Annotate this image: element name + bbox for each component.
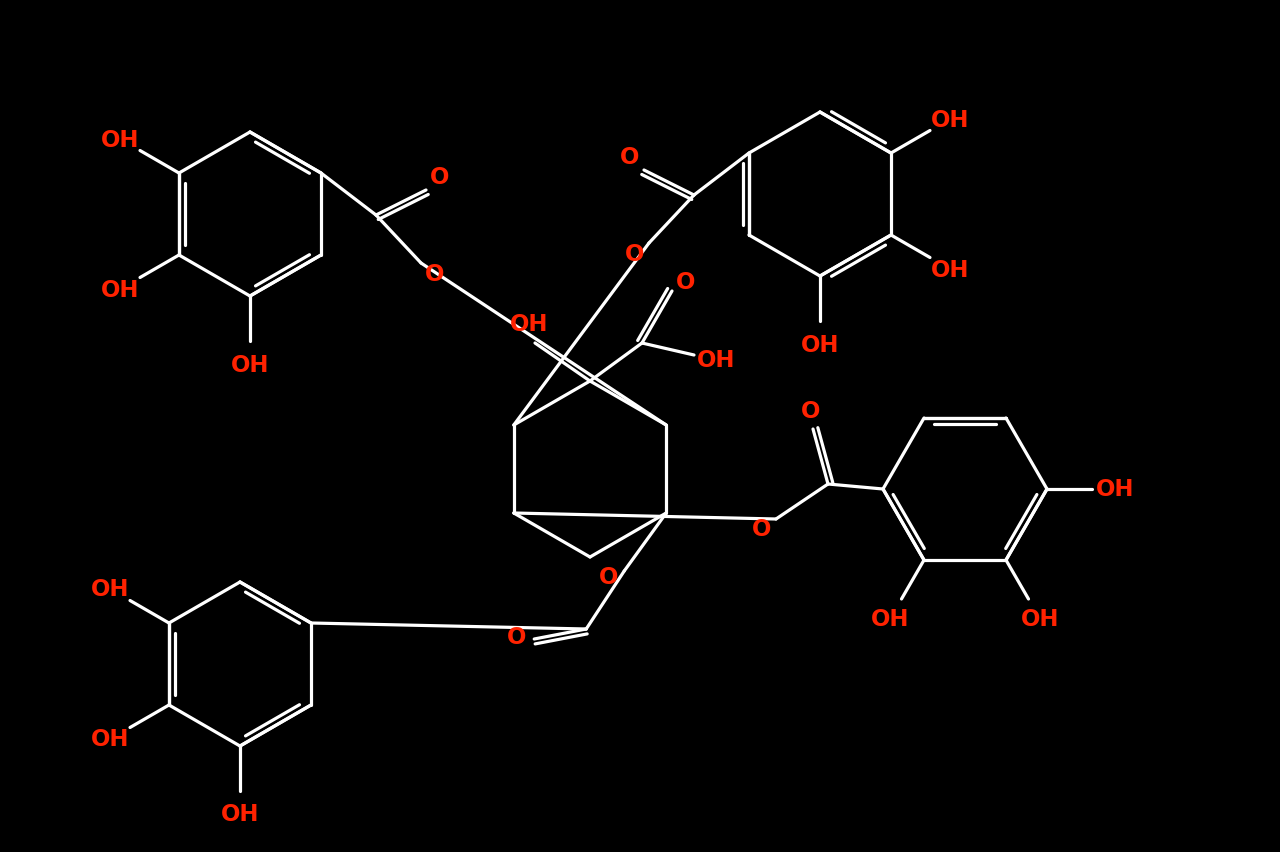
Text: OH: OH: [101, 278, 140, 301]
Text: O: O: [599, 565, 618, 588]
Text: OH: OH: [91, 728, 129, 751]
Text: OH: OH: [801, 333, 840, 356]
Text: O: O: [753, 518, 772, 541]
Text: O: O: [621, 146, 640, 169]
Text: O: O: [626, 242, 645, 265]
Text: O: O: [430, 165, 449, 188]
Text: OH: OH: [870, 607, 909, 630]
Text: OH: OH: [91, 578, 129, 601]
Text: O: O: [507, 625, 526, 648]
Text: O: O: [425, 262, 444, 285]
Text: O: O: [676, 270, 696, 293]
Text: O: O: [801, 400, 820, 423]
Text: OH: OH: [931, 258, 969, 281]
Text: OH: OH: [101, 129, 140, 152]
Text: OH: OH: [1020, 607, 1060, 630]
Text: OH: OH: [1096, 478, 1134, 501]
Text: OH: OH: [696, 348, 735, 371]
Text: OH: OH: [220, 803, 260, 826]
Text: OH: OH: [230, 353, 269, 376]
Text: OH: OH: [931, 108, 969, 131]
Text: OH: OH: [509, 312, 548, 335]
